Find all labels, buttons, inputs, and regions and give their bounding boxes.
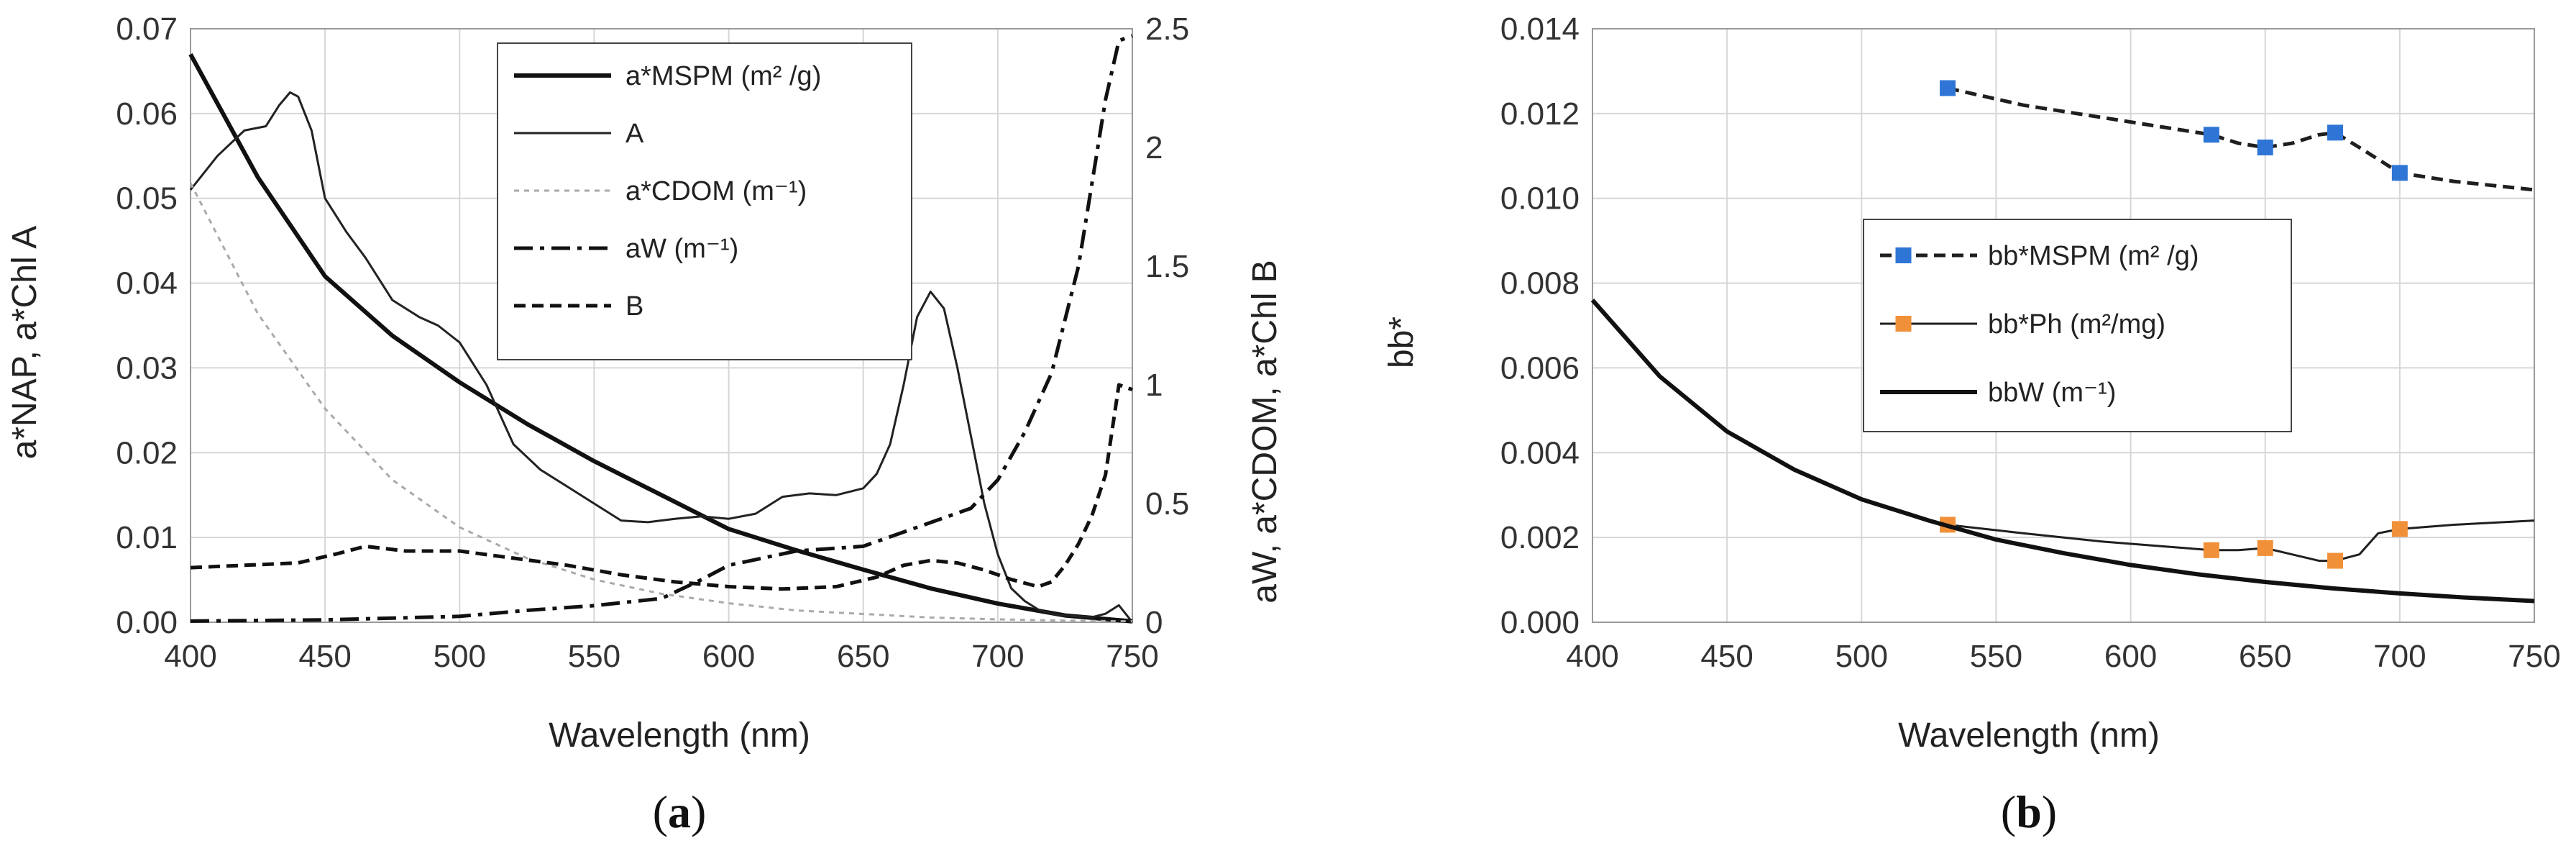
chart-b-legend-label-bbW: bbW (m⁻¹) (1988, 378, 2116, 408)
chart-a-legend-label-A: A (625, 119, 644, 149)
chart-b-left-tick-label: 0.006 (1500, 350, 1580, 386)
chart-a-x-tick-label: 400 (164, 639, 216, 674)
chart-b-series-bbMSPM-line (1947, 86, 2535, 192)
chart-a-x-tick-label: 550 (568, 639, 620, 674)
chart-b-series-bbMSPM-marker (2327, 124, 2344, 141)
chart-a-left-tick-label: 0.04 (116, 266, 178, 301)
chart-b-series-bbPh-marker (2327, 552, 2344, 569)
chart-a-left-tick-label: 0.03 (116, 350, 178, 386)
chart-a-series-aW-line (190, 34, 1133, 623)
chart-a-left-tick-label: 0.07 (116, 12, 178, 47)
chart-b-legend-marker-bbMSPM (1895, 247, 1912, 263)
chart-a-right-tick-label: 0.5 (1145, 486, 1189, 522)
chart-a-x-axis-label: Wavelength (nm) (549, 716, 810, 755)
chart-b-series-bbMSPM-marker (2391, 165, 2408, 181)
chart-a-series-aCDOM-line (189, 182, 1133, 623)
chart-b-x-tick-label: 400 (1566, 639, 1618, 674)
chart-a-legend: a*MSPM (m² /g) Aa*CDOM (m⁻¹) aW (m⁻¹) B (497, 42, 912, 360)
chart-a-left-tick-labels: 0.00 0.01 0.02 0.03 0.04 0.05 0.06 0.07 (116, 12, 178, 640)
chart-a-series-B-line (190, 383, 1133, 591)
chart-b-x-tick-label: 550 (1970, 639, 2022, 674)
chart-b-series-bbMSPM-marker (2257, 140, 2273, 155)
chart-a-plot-frame (190, 28, 1133, 623)
chart-a-series-group (188, 34, 1134, 624)
chart-b-left-tick-labels: 0.000 0.002 0.004 0.006 0.008 0.010 0.012 0.014 (1500, 12, 1580, 640)
chart-b-series-bbPh-marker (2257, 540, 2273, 556)
chart-b-series-bbPh-marker (2391, 521, 2408, 537)
chart-a-x-tick-label: 500 (434, 639, 486, 674)
chart-a-left-tick-label: 0.05 (116, 181, 178, 217)
chart-a-left-axis-label: a*NAP, a*Chl A (6, 226, 44, 460)
chart-a-left-tick-label: 0.06 (116, 96, 178, 132)
chart-a-series-aMSPM-line (188, 53, 1133, 624)
chart-b-caption: (b) (2001, 786, 2057, 837)
chart-a-right-tick-label: 1.5 (1145, 249, 1189, 284)
chart-b-legend-label-bbPh: bb*Ph (m²/mg) (1988, 309, 2165, 340)
chart-panel-b: 400 450 500 550 600 650 700 750 0.000 0.002 0.004… (1383, 12, 2561, 837)
chart-b-left-tick-label: 0.010 (1500, 181, 1580, 217)
chart-a-left-tick-label: 0.01 (116, 520, 178, 555)
chart-a-legend-label-B: B (625, 291, 643, 322)
chart-a-legend-label-aMSPM: a*MSPM (m² /g) (625, 61, 821, 91)
chart-b-series-bbMSPM-marker (1940, 80, 1956, 96)
chart-b-legend-label-bbMSPM: bb*MSPM (m² /g) (1988, 241, 2199, 271)
chart-b-left-tick-label: 0.014 (1500, 12, 1580, 47)
chart-a-right-tick-label: 0 (1145, 605, 1163, 640)
chart-a-x-tick-label: 450 (298, 639, 351, 674)
chart-b-left-tick-label: 0.012 (1500, 96, 1580, 132)
chart-a-legend-box (497, 42, 912, 360)
chart-b-x-tick-labels: 400 450 500 550 600 650 700 750 (1566, 639, 2560, 674)
chart-b-x-tick-label: 600 (2104, 639, 2157, 674)
chart-a-left-tick-label: 0.00 (116, 605, 178, 640)
chart-b-x-tick-label: 500 (1835, 639, 1888, 674)
chart-b-series-bbW-line (1590, 299, 2535, 604)
chart-b-series-bbPh-marker (2203, 542, 2219, 558)
chart-a-x-tick-label: 650 (837, 639, 889, 674)
chart-b-left-tick-label: 0.000 (1500, 605, 1580, 640)
chart-b-series-bbPh-line (1947, 519, 2535, 563)
chart-panel-a: 400 450 500 550 600 650 700 750 0.000.010.020.0… (6, 12, 1284, 837)
chart-a-x-tick-labels: 400 450 500 550 600 650 700 750 (164, 639, 1158, 674)
chart-a-right-tick-labels: 0 0.5 1 1.5 2 2.5 (1145, 12, 1189, 640)
chart-b-legend: bb*MSPM (m² /g) bb*Ph (m²/mg) bbW (m⁻¹) (1863, 219, 2292, 432)
chart-a-right-tick-label: 2 (1145, 130, 1163, 165)
chart-b-series-bbMSPM-marker (2203, 127, 2219, 143)
chart-a-caption: (a) (653, 786, 707, 837)
chart-a-left-tick-label: 0.02 (116, 435, 178, 470)
chart-a-x-tick-label: 600 (702, 639, 755, 674)
chart-b-x-tick-label: 750 (2508, 639, 2560, 674)
chart-b-left-tick-label: 0.004 (1500, 435, 1580, 470)
chart-b-left-tick-label: 0.002 (1500, 520, 1580, 555)
chart-a-legend-label-aCDOM: a*CDOM (m⁻¹) (625, 176, 807, 206)
chart-b-legend-marker-bbPh (1895, 316, 1912, 332)
chart-a-right-tick-label: 2.5 (1145, 12, 1189, 47)
chart-a-x-tick-label: 700 (971, 639, 1024, 674)
chart-a-x-tick-label: 750 (1106, 639, 1158, 674)
chart-b-series-group (1590, 80, 2535, 604)
chart-a-series-A-line (189, 91, 1134, 623)
chart-b-plot-frame (1592, 28, 2535, 623)
chart-a-legend-label-aW: aW (m⁻¹) (625, 234, 738, 264)
chart-b-x-tick-label: 650 (2239, 639, 2291, 674)
chart-a-right-axis-label: aW, a*CDOM, a*Chl B (1246, 260, 1284, 603)
chart-b-x-axis-label: Wavelength (nm) (1898, 716, 2160, 755)
chart-b-x-tick-label: 450 (1700, 639, 1753, 674)
chart-a-right-tick-label: 1 (1145, 368, 1163, 403)
chart-b-left-axis-label: bb* (1383, 317, 1421, 368)
chart-b-left-tick-label: 0.008 (1500, 266, 1580, 301)
chart-b-x-tick-label: 700 (2373, 639, 2426, 674)
